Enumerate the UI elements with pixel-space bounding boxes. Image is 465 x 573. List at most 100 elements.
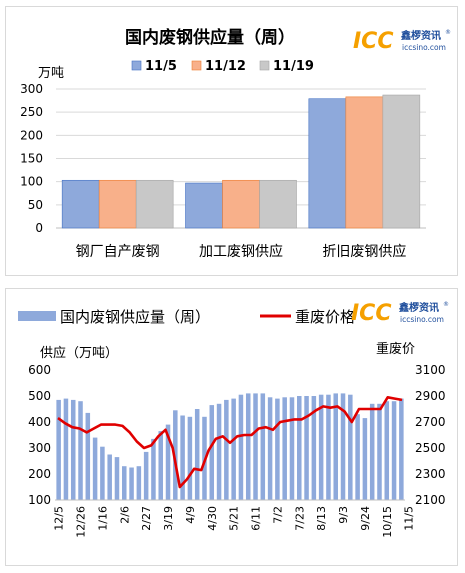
chart2-supply-bar [318, 394, 324, 500]
chart2-left-ticks: 100 200 300 400 500 600 [28, 363, 51, 507]
chart2-supply-bar [340, 393, 346, 500]
chart2-x-ticks: 12/5 12/26 1/16 2/6 2/27 3/19 4/9 4/30 5/21 6/11 7… [53, 506, 416, 538]
chart1-legend-label-11-19: 11/19 [273, 59, 314, 74]
chart2-x-tick-label: 9/3 [337, 506, 350, 524]
chart1-legend-label-11-5: 11/5 [145, 59, 177, 74]
chart2-supply-bar [56, 399, 61, 500]
chart2-right-ticks: 2100 2300 2500 2700 2900 3100 [415, 363, 446, 507]
chart2-legend-line-label: 重废价格 [295, 308, 355, 326]
chart1-bar [185, 182, 223, 229]
chart2-supply-bar [70, 399, 76, 500]
chart2-x-tick-label: 12/26 [75, 506, 88, 538]
chart1-legend-swatch-11-19 [259, 60, 270, 71]
chart2-supply-bar [267, 397, 273, 500]
chart2-supply-bar [304, 396, 309, 500]
chart2-left-tick-label: 500 [28, 389, 51, 403]
chart2-supply-bar [384, 401, 390, 500]
chart2-right-tick-label: 2300 [415, 467, 446, 481]
chart2-supply-bar [78, 401, 83, 500]
chart2-supply-bar [194, 409, 200, 500]
chart2-supply-bar [326, 394, 331, 500]
chart1-y-tick-label: 50 [28, 198, 43, 212]
chart2-supply-bar [297, 396, 302, 500]
chart1-bar [345, 96, 384, 229]
chart2-x-tick-label: 12/5 [53, 506, 66, 531]
chart2-right-tick-label: 2900 [415, 389, 446, 403]
chart1-y-tick-label: 100 [20, 175, 43, 189]
chart2-supply-bars [55, 393, 405, 501]
chart1-bar [222, 179, 260, 229]
chart2-x-tick-label: 2/27 [140, 506, 153, 531]
chart2-supply-bar [355, 414, 360, 500]
chart1-y-axis-label: 万吨 [38, 66, 64, 81]
chart2-left-tick-label: 200 [28, 467, 51, 481]
chart2-price-polyline [57, 396, 403, 489]
chart1-x-categories: 钢厂自产废钢 加工废钢供应 折旧废钢供应 [76, 243, 407, 260]
chart2-supply-bar [129, 467, 134, 500]
chart2-x-tick-label: 5/21 [228, 506, 241, 531]
chart2-supply-bar [151, 438, 156, 500]
icc-logo-mark: ICC [351, 301, 391, 326]
chart2-supply-bar [282, 397, 287, 500]
icc-logo-mark: ICC [353, 29, 393, 54]
chart2-left-tick-label: 100 [28, 493, 51, 507]
chart2-right-axis-label: 重废价 [376, 341, 415, 357]
chart2-x-tick-label: 4/9 [184, 506, 197, 524]
chart1-category-label: 折旧废钢供应 [322, 243, 406, 260]
chart2-left-tick-label: 300 [28, 441, 51, 455]
chart2-supply-bar [136, 466, 142, 500]
chart2-supply-bar [100, 446, 105, 500]
chart2-supply-bar [399, 398, 404, 500]
icc-logo-name: 鑫椤资讯 [398, 301, 439, 314]
supply-by-source-svg: 国内废钢供应量（周） 万吨 11/5 11/12 11/19 0 50 100 150 20… [20, 27, 451, 260]
chart2-supply-bar [224, 399, 229, 500]
chart2-x-tick-label: 2/6 [118, 506, 131, 524]
icc-logo-registered: ® [445, 29, 451, 36]
chart2-supply-bar [180, 415, 185, 500]
chart1-bar [98, 179, 137, 229]
chart2-supply-bar [158, 431, 163, 500]
chart2-legend: 国内废钢供应量（周） 重废价格 [18, 308, 355, 326]
chart2-x-tick-label: 6/11 [250, 506, 263, 531]
chart2-supply-bar [92, 437, 98, 500]
chart2-supply-bar [187, 416, 193, 500]
chart1-y-tick-label: 150 [20, 152, 43, 166]
chart1-bar [135, 179, 174, 229]
chart2-supply-bar [143, 451, 149, 500]
icc-logo-site: iccsino.com [402, 43, 446, 52]
chart2-left-tick-label: 600 [28, 363, 51, 377]
chart2-supply-bar [362, 418, 368, 500]
chart2-left-tick-label: 400 [28, 415, 51, 429]
chart1-y-tick-label: 250 [20, 105, 43, 119]
chart1-bar [308, 98, 347, 229]
chart2-supply-bar [377, 403, 382, 500]
chart2-supply-bar [260, 393, 266, 500]
chart2-price-line [57, 396, 403, 489]
chart1-title: 国内废钢供应量（周） [125, 27, 295, 48]
chart2-x-tick-label: 8/13 [315, 506, 328, 531]
chart2-right-tick-label: 2700 [415, 415, 446, 429]
chart2-supply-bar [391, 401, 397, 500]
chart1-bar [61, 179, 100, 229]
chart2-supply-bar [253, 393, 258, 500]
chart2-supply-bar [114, 457, 120, 500]
chart1-legend-label-11-12: 11/12 [205, 59, 246, 74]
chart2-left-axis-label: 供应（万吨） [40, 345, 118, 361]
chart2-right-tick-label: 2500 [415, 441, 446, 455]
chart1-y-tick-label: 300 [20, 82, 43, 96]
chart1-y-tick-label: 0 [35, 221, 43, 235]
chart2-supply-bar [369, 403, 375, 500]
chart2-legend-bar-swatch [18, 311, 56, 321]
chart2-supply-bar [311, 396, 317, 500]
chart1-category-label: 加工废钢供应 [199, 243, 283, 260]
chart1-y-tick-label: 200 [20, 128, 43, 142]
chart2-supply-bar [231, 398, 236, 500]
icc-logo-site: iccsino.com [400, 315, 444, 324]
chart2-supply-bar [165, 424, 171, 500]
chart1-legend: 11/5 11/12 11/19 [131, 59, 314, 74]
chart2-supply-bar [63, 398, 69, 500]
chart2-supply-bar [238, 394, 244, 500]
chart2-x-tick-label: 9/24 [359, 506, 372, 531]
